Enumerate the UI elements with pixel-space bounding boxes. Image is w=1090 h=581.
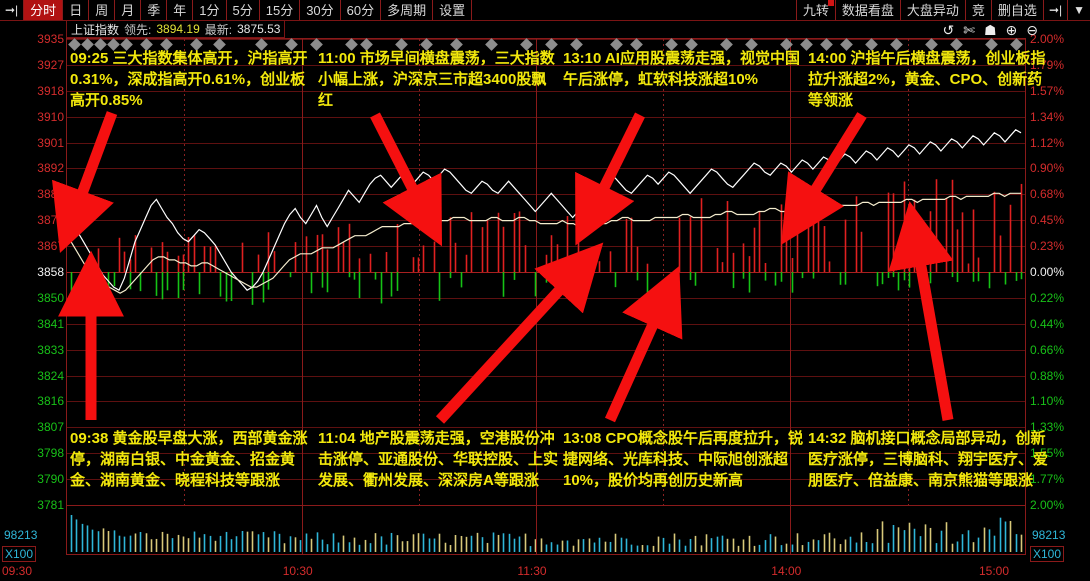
lead-value: 3894.19 [156,22,200,36]
button-jiuzhuan[interactable]: 九转 [795,0,836,20]
instrument-name: 上证指数 [71,22,120,37]
price-tick-label: 3867 [37,239,64,254]
tab-15min[interactable]: 15分 [259,0,301,20]
volume-axis-right-value: 98213 [1032,528,1066,542]
last-label: 最新: [204,22,233,37]
annotation-1310: 13:10 AI应用股震荡走强，视觉中国午后涨停，虹软科技涨超10% [563,50,800,88]
toolbar: ➞| 分时 日 周 月 季 年 1分 5分 15分 30分 60分 多周期 设置… [0,0,1090,21]
percent-tick-label: 1.79% [1030,57,1065,72]
step-forward-right-icon[interactable]: ➞| [1044,0,1069,20]
price-tick-label: 3807 [37,420,64,435]
percent-tick-label: 1.34% [1030,109,1065,124]
price-tick-label: 3927 [37,57,64,72]
volume-axis-left-unit: X100 [2,546,37,562]
price-tick-label: 3841 [37,316,64,331]
percent-tick-label: 1.33% [1030,420,1065,435]
zoom-in-icon[interactable]: ⊕ [1005,22,1018,38]
lead-label: 领先: [124,22,152,37]
price-tick-label: 3850 [37,290,64,305]
button-market-move[interactable]: 大盘异动 [900,0,966,20]
annotation-1400: 14:00 沪指午后横盘震荡，创业板指拉升涨超2%，黄金、CPO、创新药等领涨 [808,50,1046,109]
tab-fenshi[interactable]: 分时 [24,0,64,20]
percent-tick-label: 0.90% [1030,161,1065,176]
percent-tick-label: 1.77% [1030,472,1065,487]
tab-week[interactable]: 周 [89,0,116,20]
tab-month[interactable]: 月 [115,0,142,20]
time-tick-label: 15:00 [979,564,1010,578]
price-tick-label: 3892 [37,161,64,176]
annotation-0925: 09:25 三大指数集体高开，沪指高开0.31%，深成指高开0.61%，创业板高… [70,50,308,109]
drawing-tools-row: ↺ ✄ ☗ ⊕ ⊖ [943,22,1039,39]
tab-60min[interactable]: 60分 [340,0,382,20]
percent-tick-label: 1.55% [1030,446,1065,461]
last-value: 3875.53 [237,22,281,36]
annotation-1308: 13:08 CPO概念股午后再度拉升，锐捷网络、光库科技、中际旭创涨超10%，股… [563,430,804,489]
time-tick-label: 10:30 [282,564,313,578]
tab-settings[interactable]: 设置 [433,0,473,20]
toolbar-spacer [472,0,796,20]
percent-tick-label: 1.57% [1030,83,1065,98]
lock-icon[interactable]: ☗ [983,22,997,38]
tab-day[interactable]: 日 [63,0,90,20]
tab-5min[interactable]: 5分 [226,0,260,20]
volume-axis-right-unit: X100 [1030,546,1065,562]
percent-tick-label: 0.66% [1030,342,1065,357]
percent-tick-label: 0.00% [1030,265,1065,279]
price-tick-label: 3901 [37,135,64,150]
time-tick-label: 09:30 [2,564,33,578]
percent-tick-label: 2.00% [1030,498,1065,512]
percent-tick-label: 0.88% [1030,368,1065,383]
tab-quarter[interactable]: 季 [141,0,168,20]
percent-tick-label: 1.12% [1030,135,1065,150]
undo-icon[interactable]: ↺ [942,22,955,38]
annotation-1100: 11:00 市场早间横盘震荡，三大指数小幅上涨，沪深京三市超3400股飘红 [318,50,555,109]
button-data-board[interactable]: 数据看盘 [835,0,901,20]
time-tick-label: 11:30 [517,564,547,578]
new-badge-icon [827,0,834,6]
percent-tick-label: 0.45% [1030,213,1065,228]
tab-1min[interactable]: 1分 [193,0,227,20]
price-tick-label: 3790 [37,472,64,487]
time-tick-label: 14:00 [771,564,802,578]
annotation-1104: 11:04 地产股震荡走强，空港股份冲击涨停、亚通股份、华联控股、上实发展、衢州… [318,430,559,489]
percent-tick-label: 1.10% [1030,394,1065,409]
percent-tick-label: 0.44% [1030,316,1065,331]
toolbar-right-group: 九转 数据看盘 大盘异动 竞 删自选 ➞| ▼ [795,0,1090,20]
price-tick-label: 3858 [37,265,64,279]
tab-year[interactable]: 年 [167,0,194,20]
tab-30min[interactable]: 30分 [300,0,341,20]
tab-multi-period[interactable]: 多周期 [381,0,434,20]
price-tick-label: 3910 [37,109,64,124]
percent-tick-label: 0.23% [1030,239,1065,254]
price-tick-label: 3875 [37,213,64,228]
annotation-0938: 09:38 黄金股早盘大涨，西部黄金涨停，湖南白银、中金黄金、招金黄金、湖南黄金… [70,430,308,489]
button-auction[interactable]: 竞 [965,0,992,20]
percent-tick-label: 0.68% [1030,187,1065,202]
price-tick-label: 3918 [37,83,64,98]
quote-header: 上证指数 领先: 3894.19 最新: 3875.53 [66,21,286,38]
price-tick-label: 3816 [37,394,64,409]
percent-tick-label: 2.00% [1030,32,1065,46]
annotation-1432: 14:32 脑机接口概念局部异动，创新医疗涨停，三博脑科、翔宇医疗、爱朋医疗、倍… [808,430,1049,489]
scissors-icon[interactable]: ✄ [963,22,975,38]
price-tick-label: 3824 [37,368,64,383]
button-remove-watchlist[interactable]: 删自选 [991,0,1044,20]
percent-tick-label: 0.22% [1030,290,1065,305]
price-tick-label: 3833 [37,342,64,357]
price-tick-label: 3935 [37,32,64,46]
price-tick-label: 3781 [37,498,64,512]
step-forward-icon[interactable]: ➞| [0,0,25,20]
volume-axis-left-value: 98213 [4,528,38,542]
price-tick-label: 3884 [37,187,64,202]
zoom-out-icon[interactable]: ⊖ [1026,22,1038,38]
price-tick-label: 3798 [37,446,64,461]
chevron-down-icon[interactable]: ▼ [1073,3,1085,17]
